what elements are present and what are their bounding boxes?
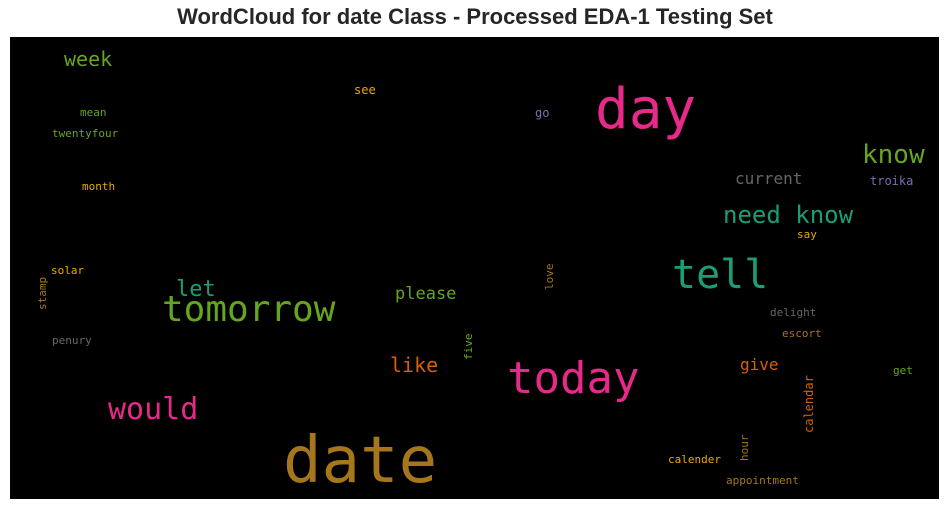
word-like: like	[390, 353, 439, 377]
word-appointment: appointment	[726, 474, 799, 487]
word-date: date	[283, 424, 438, 498]
word-get: get	[893, 364, 913, 377]
word-five: five	[462, 333, 475, 361]
word-troika: troika	[870, 174, 914, 188]
word-solar: solar	[51, 264, 85, 277]
word-please: please	[395, 284, 457, 304]
word-penury: penury	[52, 334, 92, 347]
word-calender: calender	[668, 453, 721, 466]
word-stamp: stamp	[36, 276, 49, 310]
word-today: today	[507, 353, 640, 404]
word-see: see	[354, 83, 376, 97]
word-say: say	[797, 228, 817, 241]
word-hour: hour	[738, 434, 751, 462]
word-calendar: calendar	[802, 375, 816, 433]
wordcloud-canvas: date day today tell tomorrow would need know kn…	[10, 37, 939, 499]
word-month: month	[82, 180, 116, 193]
word-give: give	[740, 355, 779, 374]
word-go: go	[535, 106, 550, 120]
word-twentyfour: twentyfour	[52, 127, 119, 140]
word-need-know: need know	[723, 201, 854, 229]
chart-title: WordCloud for date Class - Processed EDA…	[177, 4, 773, 29]
word-tomorrow: tomorrow	[162, 289, 336, 330]
word-love: love	[543, 263, 556, 291]
word-week: week	[64, 47, 113, 71]
word-day: day	[595, 77, 697, 142]
word-know: know	[862, 140, 925, 170]
word-would: would	[108, 392, 199, 427]
word-mean: mean	[80, 106, 107, 119]
word-let: let	[176, 277, 216, 302]
word-tell: tell	[672, 252, 769, 298]
word-delight: delight	[770, 306, 817, 319]
word-current: current	[735, 169, 803, 188]
word-escort: escort	[782, 327, 822, 340]
